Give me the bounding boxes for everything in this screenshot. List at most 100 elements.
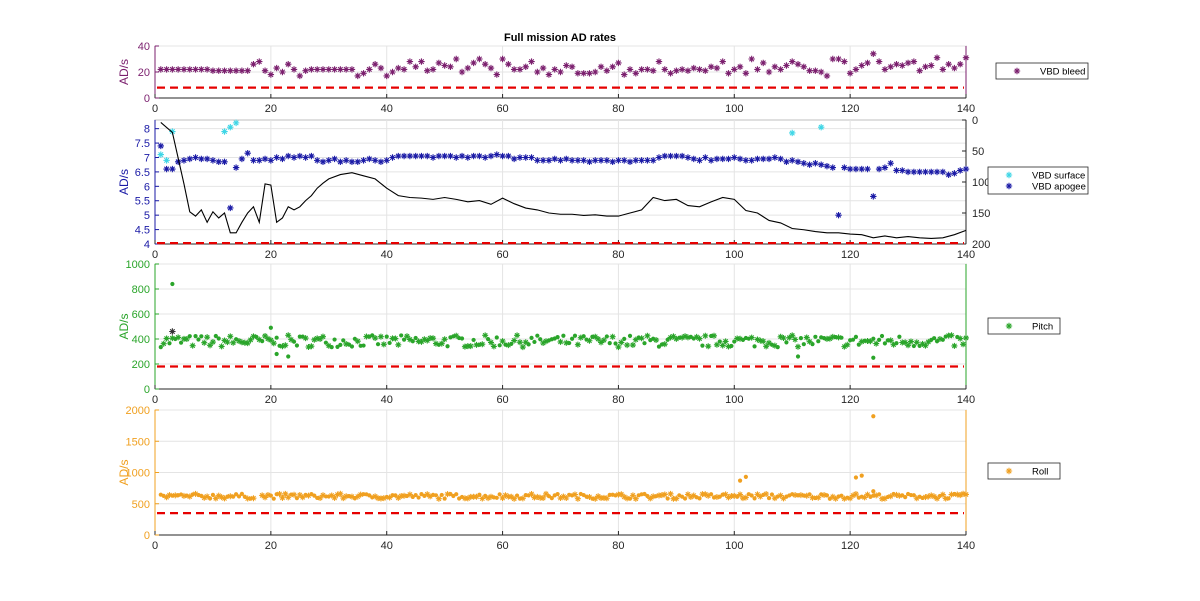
point-mark — [232, 119, 240, 127]
point-mark — [471, 337, 476, 343]
point-mark — [244, 67, 251, 74]
point-mark — [607, 341, 612, 346]
point-mark — [487, 152, 495, 160]
point-mark — [684, 491, 691, 498]
point-mark — [713, 155, 721, 163]
point-mark — [218, 494, 225, 501]
point-mark — [490, 343, 497, 350]
point-mark — [632, 157, 640, 164]
x-tick-label: 80 — [612, 394, 624, 406]
y-tick-label: 0 — [144, 93, 150, 105]
point-mark — [673, 67, 680, 74]
point-mark — [609, 158, 616, 166]
point-mark — [180, 492, 187, 499]
point-mark — [250, 333, 257, 340]
point-mark — [422, 493, 427, 499]
point-mark — [722, 491, 729, 498]
point-mark — [519, 344, 526, 351]
point-mark — [765, 68, 773, 76]
point-mark — [348, 66, 356, 73]
point-mark — [592, 157, 599, 164]
point-mark — [392, 335, 399, 342]
point-mark — [487, 64, 495, 72]
point-mark — [922, 494, 929, 501]
point-mark — [447, 152, 454, 160]
legend-box — [995, 62, 1089, 80]
point-mark — [577, 334, 584, 341]
y-tick-label: 4 — [144, 239, 150, 251]
point-mark — [847, 495, 854, 502]
point-mark — [757, 493, 764, 500]
point-mark — [841, 164, 848, 171]
outlier-mark — [871, 414, 876, 419]
point-mark — [551, 66, 558, 73]
point-mark — [632, 336, 639, 343]
point-mark — [696, 66, 703, 73]
point-mark — [470, 59, 477, 67]
point-mark — [477, 492, 482, 497]
legend-marker — [1005, 182, 1013, 190]
point-mark — [812, 160, 819, 167]
point-mark — [209, 339, 216, 346]
point-mark — [270, 340, 277, 347]
point-mark — [399, 333, 404, 338]
plot-area — [154, 263, 967, 390]
point-mark — [227, 333, 234, 340]
point-mark — [312, 493, 317, 498]
point-mark — [881, 164, 889, 171]
point-mark — [673, 152, 680, 160]
point-mark — [308, 343, 315, 350]
point-mark — [783, 158, 790, 166]
point-mark — [829, 55, 836, 63]
point-mark — [713, 493, 720, 500]
point-mark — [893, 61, 900, 68]
legend-label: VBD surface — [1032, 171, 1085, 182]
y-tick-label: 1500 — [126, 436, 150, 448]
point-mark — [209, 67, 217, 74]
point-mark — [377, 158, 385, 166]
point-mark — [792, 336, 799, 343]
point-mark — [305, 492, 312, 499]
point-mark — [290, 154, 298, 161]
point-mark — [445, 344, 450, 349]
point-mark — [690, 492, 697, 499]
point-mark — [377, 64, 385, 72]
point-mark — [574, 495, 581, 502]
point-mark — [186, 155, 193, 163]
point-mark — [794, 61, 802, 68]
point-mark — [911, 343, 916, 349]
point-mark — [795, 343, 802, 350]
point-mark — [279, 343, 286, 350]
point-mark — [331, 155, 338, 163]
point-mark — [410, 339, 415, 344]
point-mark — [922, 63, 929, 70]
point-mark — [314, 157, 321, 164]
point-mark — [549, 496, 554, 501]
point-mark — [649, 157, 657, 164]
point-mark — [687, 494, 694, 501]
point-mark — [777, 492, 784, 499]
outlier-mark — [268, 325, 273, 330]
point-mark — [609, 63, 616, 70]
y-tick-label: 4.5 — [135, 225, 150, 237]
point-mark — [454, 492, 459, 497]
point-mark — [282, 342, 289, 349]
point-mark — [551, 155, 558, 163]
point-mark — [199, 334, 204, 339]
point-mark — [766, 339, 773, 346]
point-mark — [543, 490, 550, 497]
point-mark — [273, 154, 280, 161]
point-mark — [349, 344, 355, 349]
point-mark — [199, 493, 204, 498]
point-mark — [340, 495, 347, 502]
x-tick-label: 0 — [152, 249, 158, 261]
point-mark — [560, 493, 567, 500]
point-mark — [928, 62, 935, 69]
point-mark — [800, 160, 807, 167]
point-mark — [204, 493, 211, 500]
legend-box — [987, 462, 1061, 480]
point-mark — [163, 66, 170, 73]
outlier-mark — [286, 354, 291, 359]
point-mark — [386, 494, 393, 501]
point-mark — [424, 491, 431, 498]
